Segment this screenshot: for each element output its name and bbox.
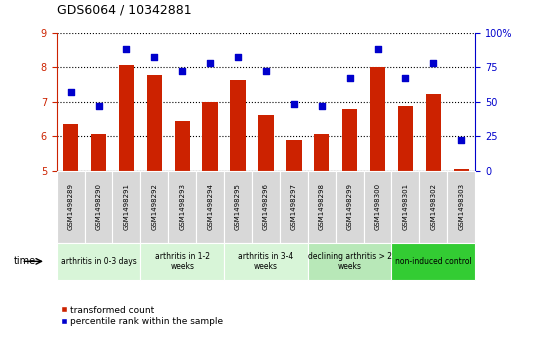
Text: arthritis in 3-4
weeks: arthritis in 3-4 weeks	[238, 252, 294, 271]
Text: GSM1498302: GSM1498302	[430, 183, 436, 231]
Bar	[336, 171, 363, 243]
Text: arthritis in 0-3 days: arthritis in 0-3 days	[60, 257, 137, 266]
Bar	[398, 106, 413, 171]
Text: GSM1498298: GSM1498298	[319, 183, 325, 231]
Text: GSM1498296: GSM1498296	[263, 183, 269, 231]
Bar	[85, 171, 112, 243]
Point	[66, 89, 75, 95]
Bar	[119, 65, 134, 171]
Bar	[447, 171, 475, 243]
Legend: transformed count, percentile rank within the sample: transformed count, percentile rank withi…	[61, 306, 224, 326]
Bar	[370, 67, 385, 171]
Bar	[426, 94, 441, 171]
Bar	[140, 171, 168, 243]
Bar	[112, 171, 140, 243]
Text: GSM1498289: GSM1498289	[68, 183, 73, 231]
Text: arthritis in 1-2
weeks: arthritis in 1-2 weeks	[155, 252, 210, 271]
Point	[150, 54, 159, 60]
Bar	[202, 102, 218, 171]
Point	[261, 68, 270, 74]
Text: non-induced control: non-induced control	[395, 257, 472, 266]
Bar	[392, 171, 420, 243]
Text: GSM1498292: GSM1498292	[151, 183, 157, 231]
Text: GSM1498295: GSM1498295	[235, 183, 241, 231]
Point	[373, 46, 382, 52]
Point	[206, 60, 214, 66]
Text: GSM1498301: GSM1498301	[402, 183, 408, 231]
Text: GSM1498290: GSM1498290	[96, 183, 102, 231]
Bar	[258, 115, 274, 171]
Text: time: time	[14, 256, 36, 266]
Text: GSM1498293: GSM1498293	[179, 183, 185, 231]
Bar	[224, 171, 252, 243]
Bar	[342, 109, 357, 171]
Bar	[392, 243, 475, 280]
Point	[178, 68, 187, 74]
Point	[346, 75, 354, 81]
Bar	[286, 140, 301, 171]
Bar	[363, 171, 392, 243]
Text: GSM1498303: GSM1498303	[458, 183, 464, 231]
Text: GSM1498299: GSM1498299	[347, 183, 353, 231]
Point	[94, 103, 103, 109]
Point	[401, 75, 410, 81]
Bar	[57, 171, 85, 243]
Bar	[224, 243, 308, 280]
Point	[289, 102, 298, 107]
Point	[457, 137, 465, 143]
Point	[318, 103, 326, 109]
Bar	[308, 243, 392, 280]
Bar	[196, 171, 224, 243]
Bar	[420, 171, 447, 243]
Bar	[91, 134, 106, 171]
Text: GSM1498297: GSM1498297	[291, 183, 297, 231]
Bar	[63, 124, 78, 171]
Bar	[174, 121, 190, 171]
Bar	[454, 169, 469, 171]
Point	[122, 46, 131, 52]
Point	[234, 54, 242, 60]
Text: GSM1498300: GSM1498300	[375, 183, 381, 231]
Bar	[231, 80, 246, 171]
Bar	[280, 171, 308, 243]
Text: declining arthritis > 2
weeks: declining arthritis > 2 weeks	[308, 252, 392, 271]
Bar	[314, 134, 329, 171]
Text: GSM1498294: GSM1498294	[207, 183, 213, 231]
Text: GDS6064 / 10342881: GDS6064 / 10342881	[57, 3, 191, 16]
Bar	[252, 171, 280, 243]
Bar	[308, 171, 336, 243]
Point	[429, 60, 437, 66]
Bar	[57, 243, 140, 280]
Text: GSM1498291: GSM1498291	[124, 183, 130, 231]
Bar	[168, 171, 196, 243]
Bar	[140, 243, 224, 280]
Bar	[147, 75, 162, 171]
